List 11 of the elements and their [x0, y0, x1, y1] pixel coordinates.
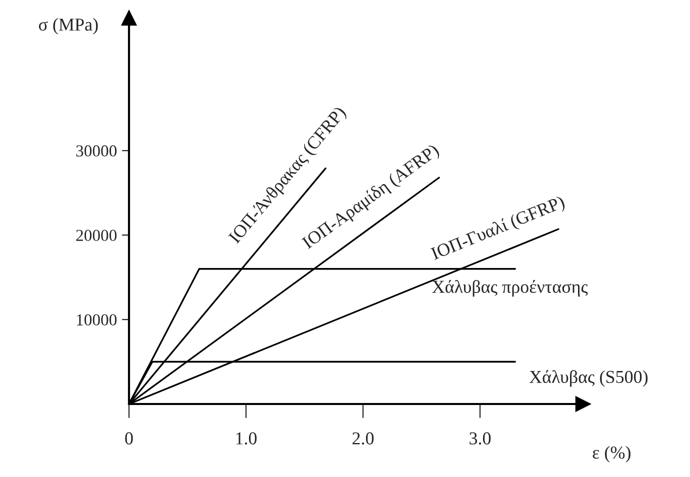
y-tick-label: 10000 — [76, 314, 117, 326]
x-axis-title: ε (%) — [592, 446, 630, 462]
x-tick-label: 1.0 — [236, 432, 257, 445]
y-axis-title: σ (MPa) — [38, 18, 98, 34]
x-tick-label: 2.0 — [352, 432, 374, 445]
y-tick-label: 20000 — [76, 230, 117, 242]
series-label: Χάλυβας προέντασης — [432, 280, 588, 297]
x-tick-label: 3.0 — [470, 432, 491, 445]
series-label: Χάλυβας (S500) — [529, 370, 648, 387]
x-tick-label: 0 — [125, 432, 133, 444]
y-tick-label: 30000 — [76, 145, 117, 157]
